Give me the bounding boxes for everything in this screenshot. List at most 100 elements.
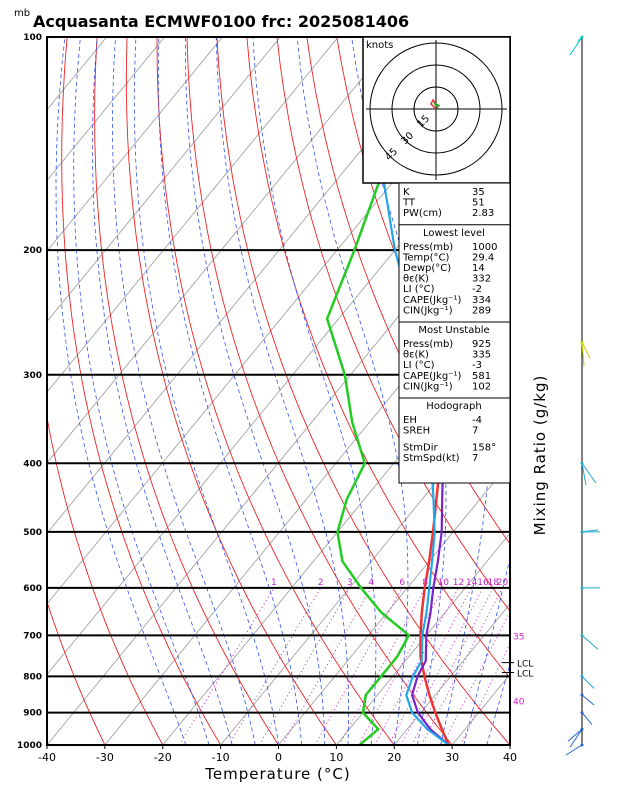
mixing-ratio-line (338, 587, 426, 745)
axes: 1 2 3 4 6 8 10 12 14 1618203540LCLLCL100200300400… (17, 33, 533, 764)
index-value: 925 (472, 339, 491, 350)
wind-barb (569, 36, 583, 56)
x-axis-label: Temperature (°C) (204, 765, 350, 783)
x-tick-label: 0 (275, 751, 282, 764)
index-value: 29.4 (472, 252, 494, 263)
moist-adiabat-line (112, 37, 256, 745)
isotherm-line (47, 37, 281, 323)
isotherm-line (336, 532, 510, 745)
x-tick-label: 10 (329, 751, 343, 764)
index-value: -4 (472, 415, 482, 426)
index-label: StmDir (403, 443, 438, 454)
theta-e-label: 35 (513, 632, 524, 642)
hodograph-units: knots (366, 40, 393, 51)
index-section-title: Most Unstable (418, 325, 489, 336)
index-label: CAPE(Jkg⁻¹) (403, 371, 461, 382)
x-tick-label: -30 (96, 751, 114, 764)
mixing-ratio-line (358, 587, 444, 745)
index-label: TT (402, 198, 416, 209)
index-label: θε(K) (403, 274, 429, 285)
dry-adiabat-line (94, 37, 279, 745)
index-value: 14 (472, 263, 485, 274)
hodograph: knots 15 30 45 (362, 36, 511, 184)
moist-adiabat-line (215, 37, 349, 745)
x-tick-label: 40 (503, 751, 517, 764)
wind-barb (581, 712, 593, 725)
y-tick-label: 300 (23, 371, 42, 381)
mixing-ratio-tick-label: 6 (399, 578, 405, 588)
index-label: K (403, 187, 410, 198)
moist-adiabat-line (157, 37, 302, 745)
index-value: 1000 (472, 242, 497, 253)
mixing-ratio-tick-label: 14 (466, 578, 478, 588)
dry-adiabat-line (186, 37, 453, 745)
index-label: θε(K) (403, 350, 429, 361)
index-value: 2.83 (472, 208, 494, 219)
mixing-ratio-tick-label: 20 (497, 578, 509, 588)
hodograph-ring-45 (369, 42, 503, 176)
chart-title: Acquasanta ECMWF0100 frc: 2025081406 (33, 12, 409, 31)
index-label: LI (°C) (403, 284, 435, 295)
index-label: CIN(Jkg⁻¹) (403, 305, 453, 316)
dry-adiabat-line (47, 415, 164, 745)
wind-barb (581, 342, 591, 359)
dry-adiabat-line (276, 37, 510, 612)
isotherm-line (278, 462, 510, 745)
y-tick-label: 600 (23, 584, 42, 594)
dry-adiabat-line (125, 37, 337, 745)
index-label: CAPE(Jkg⁻¹) (403, 295, 461, 306)
mixing-ratio-tick-label: 12 (453, 578, 464, 588)
isotherm-line (47, 37, 397, 464)
lcl-label: LCL (517, 660, 533, 670)
mixing-ratio-line (178, 587, 275, 745)
moist-adiabat-line (55, 37, 187, 745)
x-tick-label: -40 (38, 751, 56, 764)
index-value: 335 (472, 350, 491, 361)
mixing-ratio-tick-label: 10 (438, 578, 450, 588)
moist-adiabat-line (419, 37, 493, 745)
background-lines (47, 37, 510, 745)
isotherm-line (47, 37, 223, 252)
wind-barb (581, 676, 595, 689)
index-label: CIN(Jkg⁻¹) (403, 381, 453, 392)
y-tick-label: 400 (23, 459, 42, 469)
wind-barb (565, 744, 583, 756)
index-label: StmSpd(kt) (403, 453, 460, 464)
wind-barb (581, 462, 597, 484)
mixing-ratio-line (388, 587, 473, 745)
index-value: 7 (472, 426, 478, 437)
theta-e-label: 40 (513, 697, 525, 707)
index-value: 581 (472, 371, 491, 382)
index-value: 102 (472, 381, 491, 392)
index-value: 51 (472, 198, 485, 209)
moist-adiabat-line (91, 37, 233, 745)
dry-adiabat-line (306, 37, 510, 545)
dry-adiabat-line (246, 37, 510, 679)
index-value: 7 (472, 453, 478, 464)
index-value: 334 (472, 295, 491, 306)
isotherm-line (47, 179, 510, 745)
mixing-ratio-line (400, 587, 484, 745)
mixing-ratio-tick-label: 18 (487, 578, 499, 588)
wind-barb (581, 529, 599, 533)
index-section-title: Lowest level (423, 228, 485, 239)
lcl-label: LCL (517, 670, 533, 680)
index-value: -2 (472, 284, 482, 295)
x-tick-label: 20 (387, 751, 401, 764)
hodograph-trace-high (433, 102, 441, 109)
moist-adiabat-line (73, 37, 210, 745)
x-tick-label: -20 (154, 751, 172, 764)
index-label: SREH (403, 426, 430, 437)
index-value: 158° (472, 443, 496, 454)
isotherm-line (47, 37, 165, 181)
moist-adiabat-line (133, 37, 279, 745)
dry-adiabat-line (216, 37, 510, 745)
isotherm-line (393, 603, 510, 745)
mixing-ratio-label: Mixing Ratio (g/kg) (531, 375, 549, 536)
wind-barb (569, 728, 583, 748)
mixing-ratio-tick-label: 1 (271, 578, 277, 588)
index-value: 35 (472, 187, 485, 198)
indices-frame (398, 182, 511, 484)
wind-barb (577, 36, 583, 42)
